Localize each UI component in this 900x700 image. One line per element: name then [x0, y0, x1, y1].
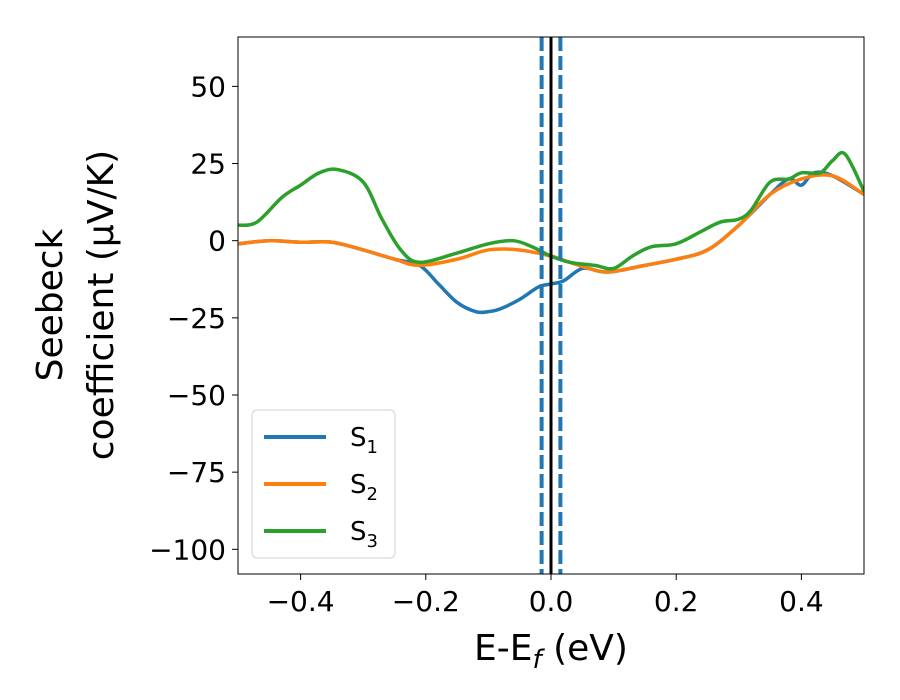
- x-axis-title: E-Ef (eV): [474, 628, 628, 675]
- y-tick-label: −100: [149, 533, 226, 566]
- y-tick-label: 0: [208, 225, 226, 258]
- x-tick-label: 0.4: [779, 585, 824, 618]
- y-tick-label: 25: [190, 148, 226, 181]
- y-axis-ticks: 50 25 0 −25 −50 −75 −100: [149, 70, 238, 566]
- reference-lines: [539, 37, 563, 574]
- legend-label-s3: S3: [350, 517, 378, 552]
- legend-label-s2: S2: [350, 470, 378, 505]
- y-axis-title-line2: coefficient (μV/K): [81, 150, 122, 460]
- y-tick-label: −50: [167, 379, 226, 412]
- x-tick-label: 0.2: [654, 585, 699, 618]
- x-tick-label: −0.4: [267, 585, 335, 618]
- y-tick-label: −75: [167, 456, 226, 489]
- x-tick-label: −0.2: [392, 585, 460, 618]
- y-tick-label: 50: [190, 70, 226, 103]
- series-line-s3: [238, 150, 864, 271]
- x-axis-ticks: −0.4 −0.2 0.0 0.2 0.4: [267, 574, 824, 618]
- y-axis-title-line1: Seebeck: [30, 228, 71, 381]
- y-tick-label: −25: [167, 302, 226, 335]
- legend: S1 S2 S3: [251, 409, 396, 559]
- x-tick-label: 0.0: [529, 585, 574, 618]
- legend-label-s1: S1: [350, 423, 378, 458]
